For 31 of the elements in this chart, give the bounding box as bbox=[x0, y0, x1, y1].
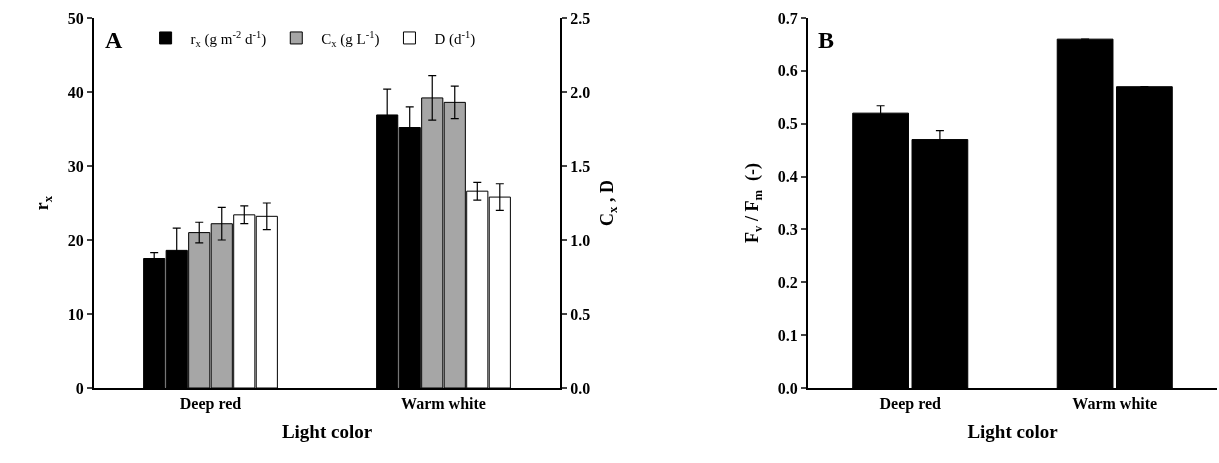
y-tick-label: 30 bbox=[67, 157, 84, 175]
y-tick-label: 0.1 bbox=[777, 326, 798, 344]
y-tick-label: 0.4 bbox=[777, 168, 798, 186]
x-tick-label: Warm white bbox=[401, 395, 486, 413]
y-tick-label: 0.7 bbox=[777, 9, 798, 27]
y2-tick-label: 1.0 bbox=[570, 231, 591, 249]
annotation: B bbox=[818, 27, 835, 53]
x-axis-title: Light color bbox=[967, 420, 1059, 442]
y-tick-label: 0.3 bbox=[777, 221, 798, 239]
legend-label: C$_{x}$ (g L$^{-1}$) bbox=[321, 28, 380, 49]
x-axis-title: Light color bbox=[281, 420, 373, 442]
y2-tick-label: 2.5 bbox=[570, 9, 591, 27]
x-tick-label: Deep red bbox=[179, 395, 242, 414]
y2-tick-label: 1.5 bbox=[570, 157, 591, 175]
y2-tick-label: 2.0 bbox=[570, 83, 591, 101]
annotation: A bbox=[105, 27, 123, 53]
x-tick-label: Warm white bbox=[1072, 395, 1158, 413]
y-tick-label: 10 bbox=[67, 305, 84, 323]
x-tick-label: Deep red bbox=[879, 395, 942, 414]
y-tick-label: 0.5 bbox=[777, 115, 798, 133]
y-tick-label: 40 bbox=[67, 83, 84, 101]
y-tick-label: 0.6 bbox=[777, 62, 798, 80]
y-tick-label: 0.2 bbox=[777, 273, 798, 291]
y-tick-label: 0.0 bbox=[777, 379, 798, 397]
y-tick-label: 20 bbox=[67, 231, 84, 249]
y2-tick-label: 0.5 bbox=[570, 305, 591, 323]
legend-label: D (d$^{-1}$) bbox=[434, 28, 476, 48]
y-tick-label: 50 bbox=[67, 9, 84, 27]
legend-label: r$_{x}$ (g m$^{-2}$ d$^{-1}$) bbox=[190, 28, 267, 49]
y-tick-label: 0 bbox=[75, 379, 84, 397]
y2-tick-label: 0.0 bbox=[570, 379, 591, 397]
